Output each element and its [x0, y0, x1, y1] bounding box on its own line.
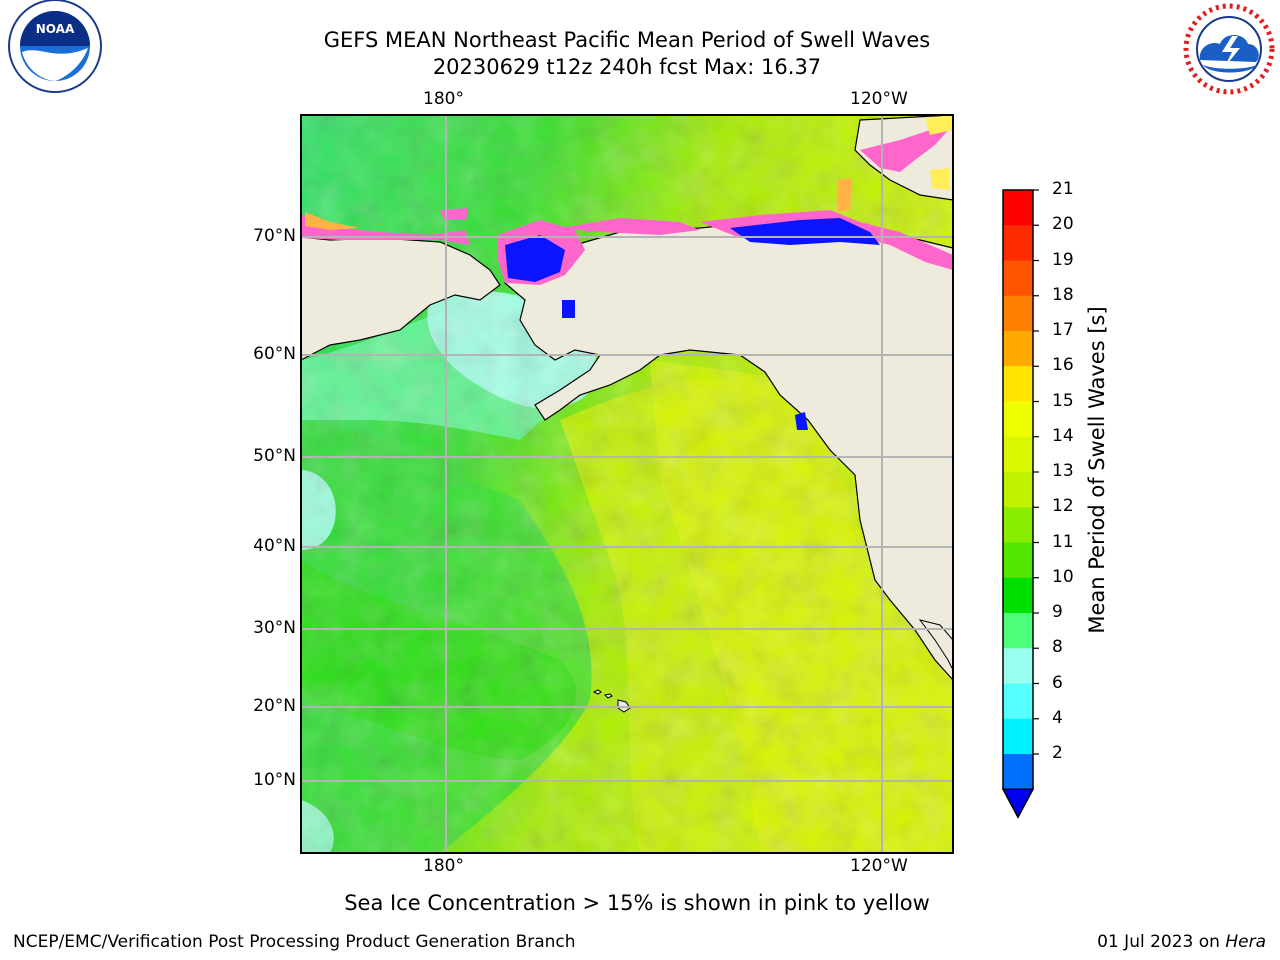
colorbar-tick-label: 16	[1052, 355, 1074, 376]
colorbar-segment	[1003, 718, 1033, 755]
colorbar-segment	[1003, 613, 1033, 649]
colorbar-tick-label: 14	[1052, 425, 1074, 446]
colorbar-segment	[1003, 648, 1033, 684]
colorbar-frame	[1002, 189, 1034, 790]
colorbar-tick-label: 18	[1052, 284, 1074, 305]
colorbar-tick-label: 21	[1052, 179, 1074, 199]
colorbar-tick-label: 2	[1052, 743, 1063, 763]
colorbar-tick-label: 17	[1052, 320, 1074, 340]
colorbar-segment	[1003, 542, 1033, 579]
footer-credit: NCEP/EMC/Verification Post Processing Pr…	[13, 932, 576, 952]
lat-label-10n: 10°N	[253, 770, 296, 790]
colorbar-segment	[1003, 225, 1033, 261]
chart-title: GEFS MEAN Northeast Pacific Mean Period …	[323, 28, 931, 52]
lat-label-70n: 70°N	[253, 226, 296, 246]
colorbar-label: Mean Period of Swell Waves [s]	[1085, 306, 1109, 634]
lat-label-20n: 20°N	[253, 696, 296, 716]
colorbar-tick-label: 9	[1052, 602, 1063, 622]
footer-date: 01 Jul 2023 on Hera	[1097, 932, 1266, 952]
lat-label-30n: 30°N	[253, 618, 296, 638]
footer-date-text: 01 Jul 2023 on	[1097, 932, 1226, 952]
noaa-logo-text: NOAA	[36, 22, 75, 36]
nws-logo	[1183, 3, 1275, 95]
colorbar-segment	[1003, 577, 1033, 614]
colorbar-segment	[1003, 507, 1033, 543]
colorbar-segment	[1003, 366, 1033, 402]
footer-machine: Hera	[1225, 932, 1266, 952]
lon-label-top-180: 180°	[423, 89, 464, 109]
colorbar-segment	[1003, 260, 1033, 297]
graticule	[301, 115, 953, 853]
colorbar-tick-label: 20	[1052, 214, 1074, 235]
chart-subtitle: 20230629 t12z 240h fcst Max: 16.37	[432, 55, 822, 79]
noaa-logo: NOAA	[8, 0, 102, 93]
colorbar-tick-label: 15	[1052, 390, 1074, 411]
map-area	[301, 115, 953, 853]
sea-ice-caption: Sea Ice Concentration > 15% is shown in …	[344, 891, 930, 915]
lat-label-50n: 50°N	[253, 446, 296, 466]
colorbar-segment	[1003, 401, 1033, 438]
colorbar-tick-label: 19	[1052, 249, 1074, 270]
colorbar-segment	[1003, 295, 1033, 332]
lat-label-40n: 40°N	[253, 536, 296, 556]
colorbar	[1001, 189, 1039, 819]
lat-label-60n: 60°N	[253, 344, 296, 364]
colorbar-segment	[1003, 472, 1033, 508]
colorbar-tick-label: 6	[1052, 672, 1063, 693]
map-frame	[300, 114, 954, 854]
colorbar-tick-label: 11	[1052, 531, 1074, 552]
colorbar-segment	[1003, 683, 1033, 720]
colorbar-tick-label: 12	[1052, 496, 1074, 517]
colorbar-segment	[1003, 331, 1033, 367]
colorbar-segment	[1003, 190, 1033, 226]
colorbar-tick-label: 4	[1052, 707, 1063, 728]
colorbar-tick-label: 13	[1052, 461, 1074, 481]
lon-label-bottom-180: 180°	[423, 856, 464, 876]
colorbar-tick-label: 8	[1052, 637, 1063, 658]
colorbar-segment	[1003, 754, 1033, 790]
lon-label-bottom-120w: 120°W	[850, 856, 908, 876]
colorbar-extend-triangle	[1001, 788, 1035, 819]
colorbar-segment	[1003, 436, 1033, 473]
colorbar-tick-label: 10	[1052, 566, 1074, 587]
lon-label-top-120w: 120°W	[850, 89, 908, 109]
